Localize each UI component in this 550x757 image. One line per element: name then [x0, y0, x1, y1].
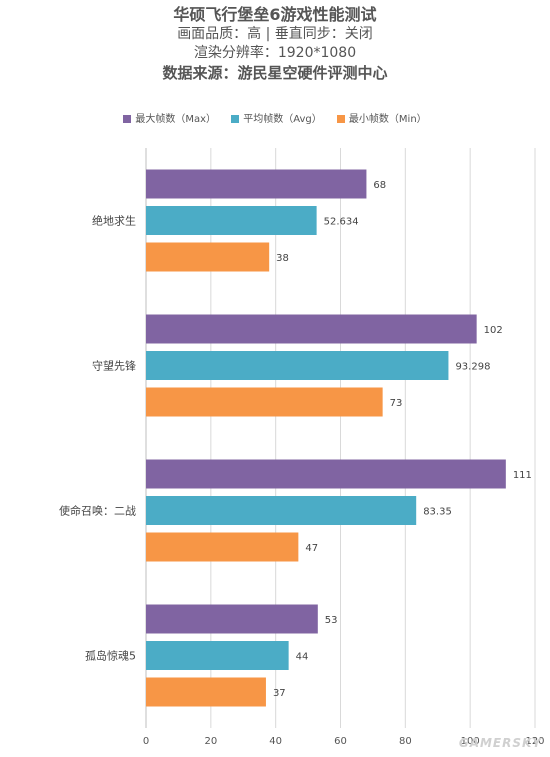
x-tick-label: 40 — [269, 736, 282, 747]
category-label: 绝地求生 — [92, 214, 136, 228]
bar — [146, 532, 299, 562]
x-tick-label: 80 — [399, 736, 412, 747]
x-tick-label: 20 — [204, 736, 217, 747]
bar — [146, 314, 477, 344]
legend-swatch-min — [336, 115, 345, 123]
data-label: 68 — [373, 180, 386, 191]
data-label: 83.35 — [423, 507, 452, 518]
chart-subtitle-quality: 画面品质：高 | 垂直同步：关闭 — [177, 26, 373, 42]
category-label: 守望先锋 — [92, 359, 136, 373]
bar — [146, 242, 270, 272]
data-label: 93.298 — [455, 362, 490, 373]
category-label: 孤岛惊魂5 — [85, 649, 136, 663]
bar — [146, 351, 449, 380]
legend-item-min: 最小帧数（Min） — [336, 110, 427, 125]
chart-data-source: 数据来源：游民星空硬件评测中心 — [162, 64, 388, 82]
x-tick-label: 100 — [461, 736, 480, 747]
bar — [146, 387, 383, 417]
bar — [146, 604, 318, 634]
bar — [146, 206, 317, 235]
data-label: 102 — [484, 325, 503, 336]
data-label: 52.634 — [324, 217, 359, 228]
data-label: 44 — [296, 652, 309, 663]
x-tick-label: 0 — [143, 736, 149, 747]
data-label: 37 — [273, 688, 286, 699]
x-tick-label: 60 — [334, 736, 347, 747]
bar — [146, 169, 367, 199]
chart-subtitle-resolution: 渲染分辨率：1920*1080 — [193, 45, 357, 61]
chart-legend: 最大帧数（Max） 平均帧数（Avg） 最小帧数（Min） — [0, 110, 550, 125]
data-label: 38 — [276, 253, 289, 264]
legend-label-max: 最大帧数（Max） — [135, 114, 217, 125]
legend-item-avg: 平均帧数（Avg） — [231, 110, 322, 125]
data-label: 47 — [305, 543, 318, 554]
legend-item-max: 最大帧数（Max） — [123, 110, 216, 125]
data-label: 111 — [513, 470, 532, 481]
legend-swatch-max — [123, 115, 132, 123]
data-label: 73 — [390, 398, 403, 409]
legend-swatch-avg — [231, 115, 240, 123]
data-label: 53 — [325, 615, 338, 626]
x-tick-label: 120 — [525, 736, 544, 747]
category-label: 使命召唤：二战 — [59, 504, 136, 518]
bar — [146, 496, 417, 525]
legend-label-avg: 平均帧数（Avg） — [243, 114, 322, 125]
legend-label-min: 最小帧数（Min） — [348, 114, 427, 125]
bar — [146, 641, 289, 670]
chart-title: 华硕飞行堡垒6游戏性能测试 — [173, 5, 377, 24]
bar — [146, 459, 506, 489]
chart-titles: 华硕飞行堡垒6游戏性能测试 画面品质：高 | 垂直同步：关闭 渲染分辨率：192… — [0, 4, 550, 84]
bar — [146, 677, 266, 707]
watermark-logo: GAMERSKY — [458, 736, 542, 750]
